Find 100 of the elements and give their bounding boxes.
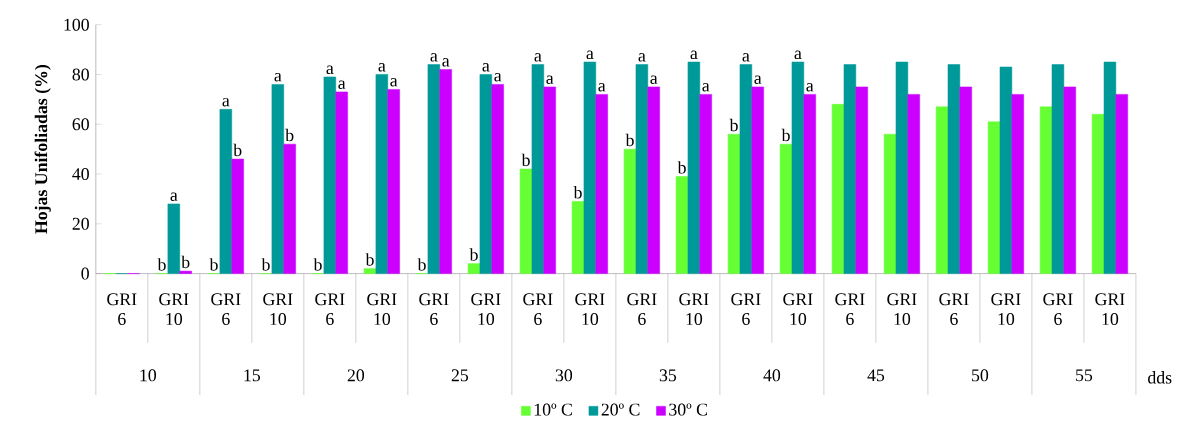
data-label: a bbox=[598, 83, 606, 92]
x-tick-label: GRI 6 bbox=[939, 293, 969, 326]
data-label: b bbox=[781, 128, 790, 142]
bar bbox=[467, 263, 481, 275]
data-label: a bbox=[442, 58, 450, 67]
bar bbox=[1103, 61, 1117, 275]
bar bbox=[479, 74, 493, 275]
x-tick-label: GRI 10 bbox=[1095, 293, 1125, 326]
x-tick-label: GRI 10 bbox=[367, 293, 397, 326]
text: 40 bbox=[763, 369, 781, 382]
bar bbox=[375, 74, 389, 275]
data-label: b bbox=[469, 248, 478, 261]
x-tick-label: GRI 6 bbox=[835, 293, 865, 326]
bar bbox=[947, 64, 961, 275]
text: 55 bbox=[1076, 369, 1093, 382]
y-tick-label: 100 bbox=[64, 18, 89, 31]
bar bbox=[791, 61, 805, 275]
bar bbox=[323, 76, 337, 275]
bar bbox=[387, 89, 400, 275]
legend-label: 20º C bbox=[601, 403, 640, 416]
x-tick-label: GRI 10 bbox=[783, 293, 813, 326]
bar bbox=[427, 64, 441, 275]
bar bbox=[363, 268, 377, 275]
data-label: a bbox=[326, 65, 334, 75]
data-label: a bbox=[222, 98, 230, 107]
bar bbox=[675, 176, 689, 275]
bar bbox=[571, 201, 585, 275]
x-tick-label: GRI 6 bbox=[523, 293, 553, 326]
x-tick-label: GRI 10 bbox=[679, 293, 709, 326]
x-tick-label: GRI 6 bbox=[315, 293, 345, 326]
legend-label: 10º C bbox=[534, 403, 572, 416]
text: 10 bbox=[140, 369, 157, 382]
data-label: b bbox=[417, 258, 426, 271]
x-tick-label: GRI 6 bbox=[211, 293, 241, 326]
bar bbox=[583, 61, 597, 275]
bar bbox=[1011, 94, 1024, 275]
bar bbox=[959, 86, 972, 275]
bar bbox=[751, 86, 764, 275]
bar bbox=[999, 66, 1013, 275]
bar bbox=[271, 84, 285, 275]
data-label: b bbox=[521, 153, 530, 167]
data-label: b bbox=[209, 258, 218, 271]
bar bbox=[855, 86, 868, 275]
x-tick-label: GRI 10 bbox=[991, 293, 1021, 326]
bar bbox=[439, 69, 452, 275]
bar bbox=[335, 91, 348, 275]
bar bbox=[779, 144, 793, 275]
bar bbox=[907, 94, 920, 275]
data-label: b bbox=[365, 253, 374, 266]
data-label: a bbox=[742, 53, 750, 62]
x-tick-label: GRI 6 bbox=[1043, 293, 1073, 326]
bar bbox=[935, 106, 949, 275]
bar bbox=[987, 121, 1001, 275]
data-label: a bbox=[702, 83, 710, 92]
data-label: b bbox=[181, 255, 190, 269]
text: 45 bbox=[867, 369, 885, 382]
bar bbox=[739, 64, 753, 275]
data-label: a bbox=[338, 80, 346, 90]
data-label: b bbox=[625, 133, 634, 147]
data-label: b bbox=[285, 128, 294, 142]
data-label: b bbox=[729, 118, 738, 132]
data-label: b bbox=[233, 143, 242, 157]
data-label: b bbox=[677, 161, 686, 174]
bar bbox=[1063, 86, 1076, 275]
data-label: b bbox=[261, 258, 270, 271]
bar bbox=[843, 64, 857, 275]
bar bbox=[1051, 64, 1065, 275]
bar bbox=[687, 61, 701, 275]
bar bbox=[595, 94, 608, 275]
bar bbox=[883, 134, 897, 275]
bar bbox=[543, 86, 556, 275]
data-label: a bbox=[546, 75, 554, 85]
data-label: a bbox=[650, 75, 658, 85]
data-label: a bbox=[390, 78, 398, 87]
bar bbox=[635, 64, 649, 275]
data-label: a bbox=[378, 63, 386, 72]
legend-label: 30º C bbox=[669, 403, 708, 416]
text: 25 bbox=[451, 369, 469, 382]
data-label: a bbox=[494, 73, 502, 82]
y-tick-label: 40 bbox=[72, 168, 89, 181]
x-tick-label: GRI 6 bbox=[627, 293, 657, 326]
bar bbox=[283, 144, 296, 275]
y-tick-label: 20 bbox=[72, 217, 89, 230]
data-label: a bbox=[690, 50, 698, 60]
data-label: b bbox=[313, 258, 322, 271]
data-label: b bbox=[573, 186, 582, 199]
text: 35 bbox=[659, 369, 677, 382]
x-tick-label: GRI 10 bbox=[887, 293, 917, 326]
text: 15 bbox=[244, 369, 261, 382]
data-label: a bbox=[482, 63, 490, 72]
data-label: a bbox=[534, 53, 542, 62]
bar bbox=[1039, 106, 1053, 275]
x-tick-label: GRI 10 bbox=[575, 293, 605, 326]
y-tick-label: 0 bbox=[81, 267, 89, 280]
bar bbox=[519, 168, 533, 275]
x-tick-label: GRI 6 bbox=[731, 293, 761, 326]
y-tick-label: 60 bbox=[72, 118, 89, 131]
bar bbox=[647, 86, 660, 275]
bar bbox=[831, 104, 845, 275]
y-tick-label: 80 bbox=[72, 68, 89, 81]
